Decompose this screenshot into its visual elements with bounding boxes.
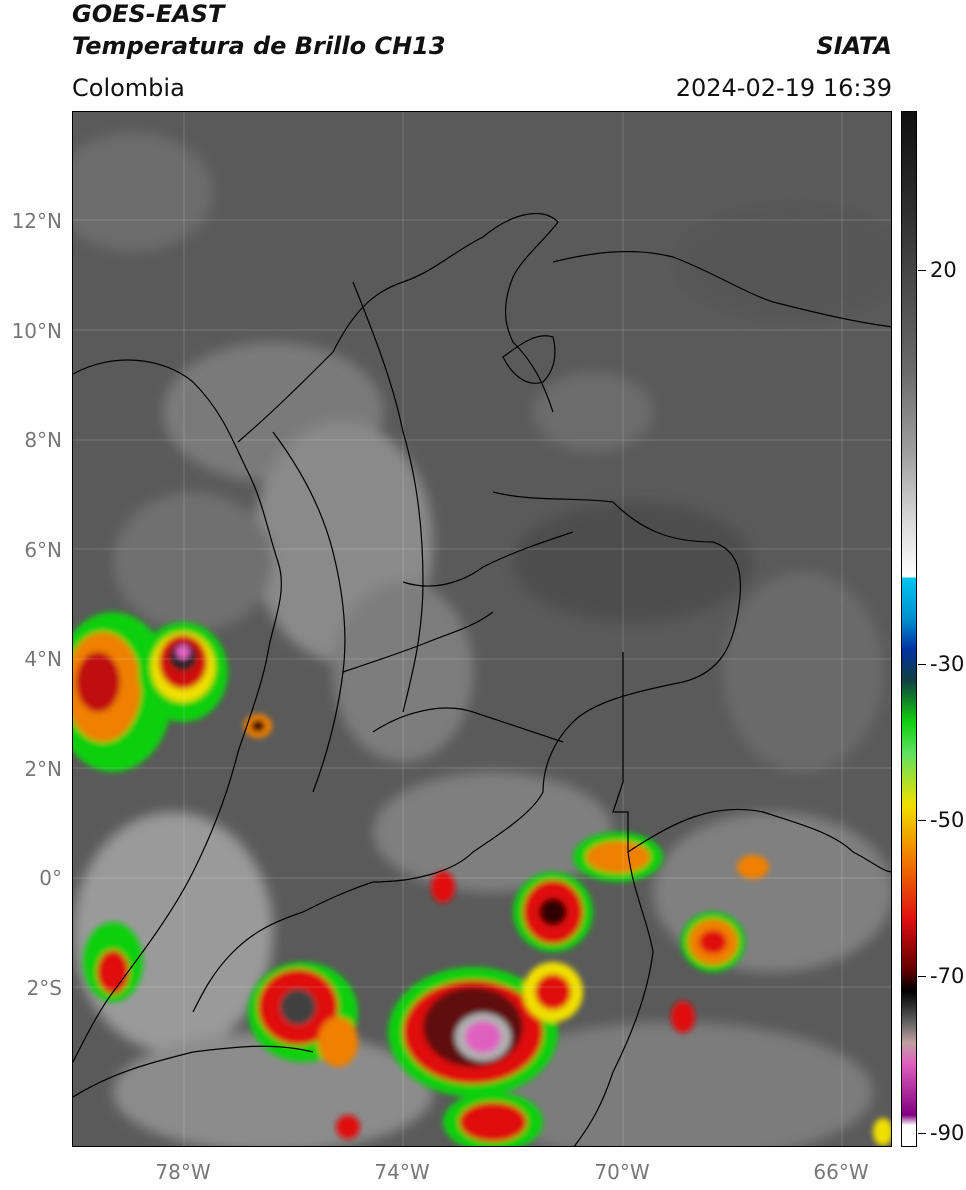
colorbar-label-20: 20 [930, 258, 957, 282]
source-label: SIATA [816, 32, 892, 60]
colorbar-tick-minus30 [918, 664, 926, 665]
satellite-map [72, 111, 892, 1147]
colorbar-tick-20 [918, 270, 926, 271]
lat-label-8n: 8°N [24, 428, 62, 452]
colorbar-label-minus50: -50 [930, 808, 965, 832]
colorbar-tick-minus50 [918, 820, 926, 821]
lon-label-70w: 70°W [594, 1160, 650, 1184]
title-line-1: GOES-EAST [72, 0, 225, 28]
graticule [73, 112, 891, 1146]
lon-label-66w: 66°W [813, 1160, 869, 1184]
colorbar-label-minus30: -30 [930, 652, 965, 676]
boundaries [73, 213, 891, 1146]
region-label: Colombia [72, 74, 185, 102]
lat-label-6n: 6°N [24, 538, 62, 562]
lon-label-74w: 74°W [374, 1160, 430, 1184]
colorbar-label-minus90: -90 [930, 1121, 965, 1145]
lat-label-12n: 12°N [11, 209, 62, 233]
convective-cells [73, 612, 891, 1146]
lat-label-4n: 4°N [24, 647, 62, 671]
colorbar-tick-minus90 [918, 1133, 926, 1134]
lat-label-2s: 2°S [26, 976, 62, 1000]
datetime-label: 2024-02-19 16:39 [675, 74, 892, 102]
colorbar-label-minus70: -70 [930, 964, 965, 988]
title-line-2: Temperatura de Brillo CH13 [72, 32, 446, 60]
colorbar [901, 111, 917, 1147]
lat-label-0: 0° [39, 866, 62, 890]
lat-label-10n: 10°N [11, 319, 62, 343]
lon-label-78w: 78°W [155, 1160, 211, 1184]
map-svg [73, 112, 891, 1146]
colorbar-tick-minus70 [918, 976, 926, 977]
lat-label-2n: 2°N [24, 757, 62, 781]
